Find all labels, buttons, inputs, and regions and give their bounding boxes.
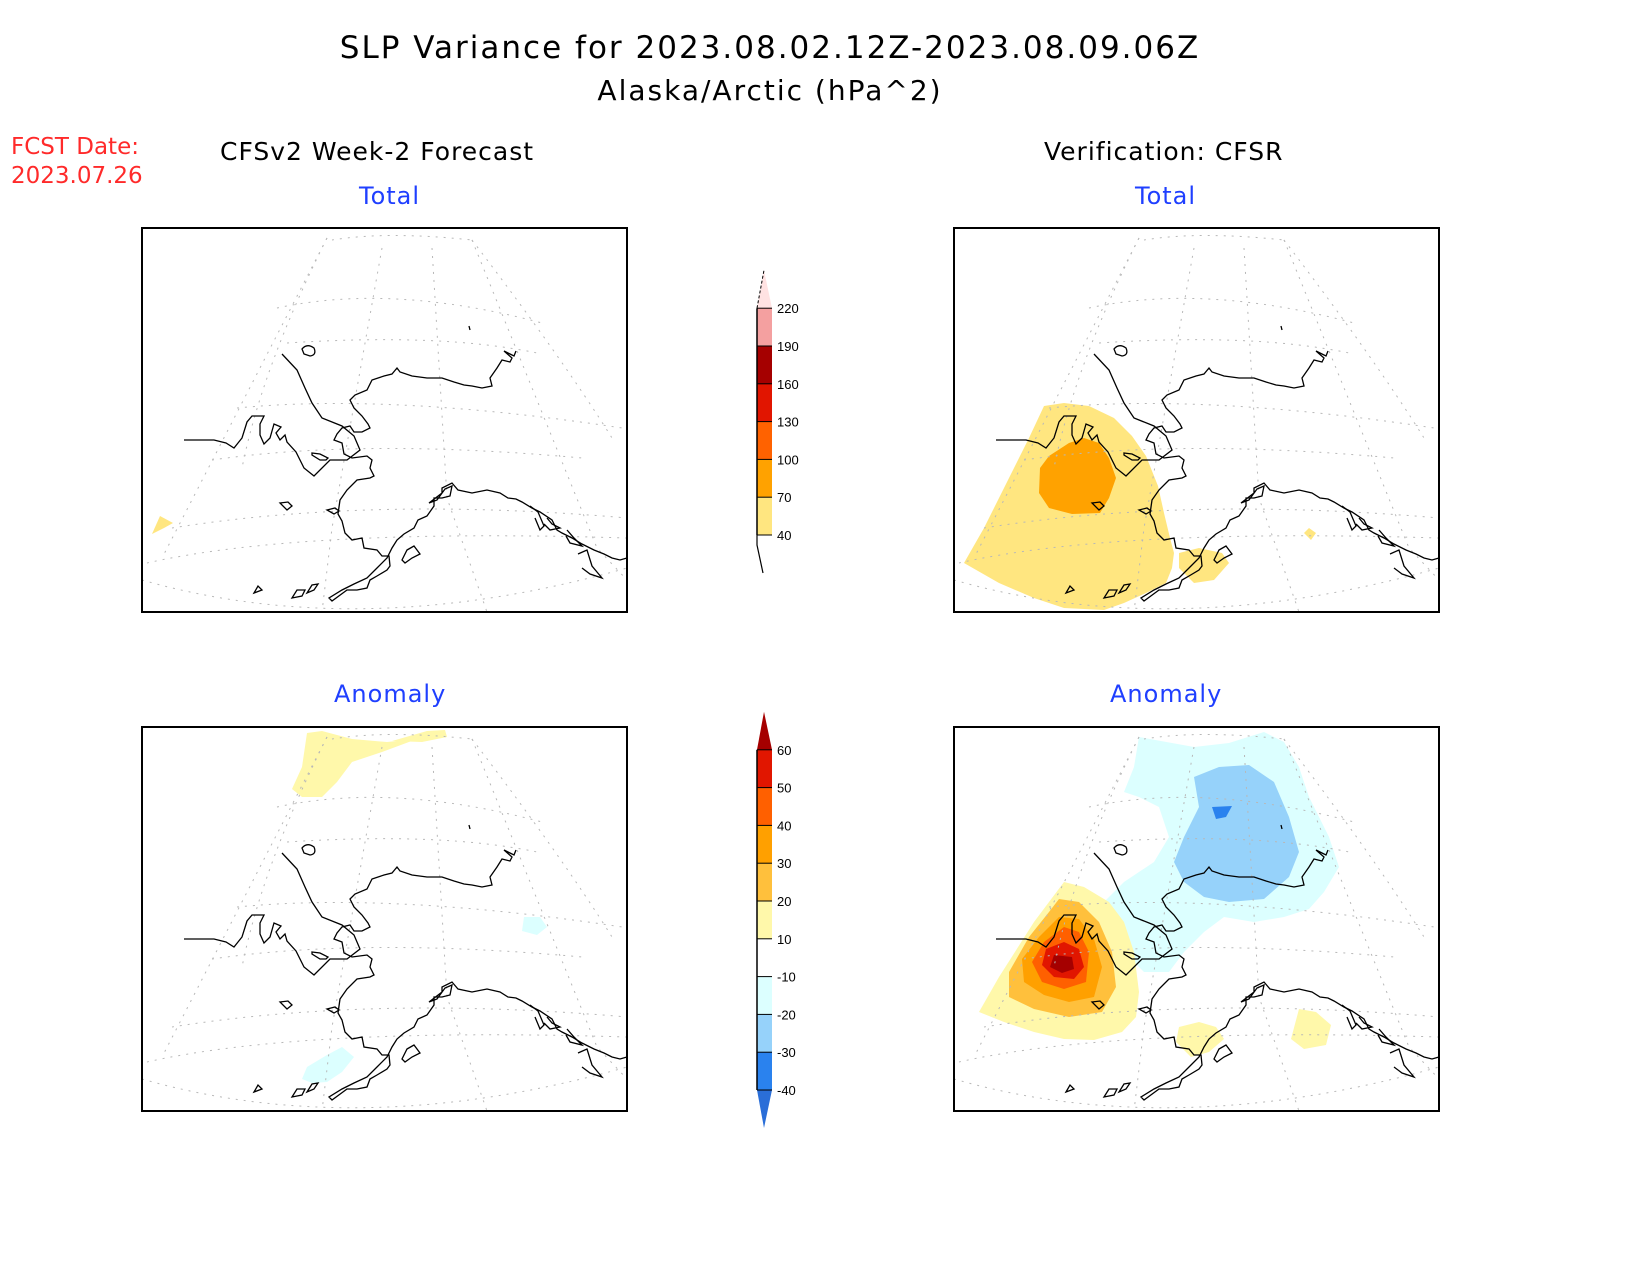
colorbar-tick-label: 130	[777, 415, 799, 430]
panel-title-forecast-anomaly: Anomaly	[334, 680, 447, 708]
contour-fill-60-plus	[1050, 955, 1074, 973]
contour-fill-40-70	[152, 516, 173, 534]
panel-title-verification-total: Total	[1135, 182, 1197, 210]
panel-frame	[141, 726, 628, 1112]
colorbar-anomaly: -40 -30 -20 -10 10 20 30 40 50 60	[756, 711, 796, 1128]
colorbar-triangle-top	[757, 711, 772, 750]
panel-title-forecast-total: Total	[359, 182, 421, 210]
colorbar-segment	[757, 1052, 772, 1090]
figure-subtitle: Alaska/Arctic (hPa^2)	[597, 74, 943, 107]
colorbar-tick-label: -40	[777, 1083, 796, 1098]
colorbar-tick-label: -20	[777, 1007, 796, 1022]
colorbar-segment	[757, 346, 772, 384]
colorbar-tick-label: 60	[777, 743, 791, 758]
contour-fill-10-20	[292, 731, 417, 797]
colorbar-segment	[757, 901, 772, 939]
panel-background	[142, 228, 627, 612]
contour-fill-70-100	[1039, 438, 1116, 514]
contour-fill-40-70	[1304, 528, 1316, 540]
colorbar-tick-label: 100	[777, 452, 799, 467]
colorbar-triangle-bottom	[757, 1090, 772, 1128]
map-panel-forecast-total	[141, 227, 628, 613]
panel-frame	[953, 726, 1440, 1112]
panel-frame	[953, 227, 1440, 613]
colorbar-tick-label: 190	[777, 339, 799, 354]
colorbar-tail-bottom	[756, 535, 764, 574]
contour-fill-neg30-neg20	[1174, 765, 1299, 902]
colorbar-tick-label: 40	[777, 528, 791, 543]
colorbar-segment	[757, 976, 772, 1015]
colorbar-tick-label: 70	[777, 490, 791, 505]
colorbar-tick-label: 40	[777, 818, 791, 833]
colorbar-segment	[757, 459, 772, 498]
contour-fill-neg40-neg30	[1212, 806, 1232, 819]
colorbar-total: 40 70 100 130 160 190 220	[756, 270, 799, 574]
fcst-date-label: FCST Date:	[11, 134, 139, 160]
colorbar-tick-label: 220	[777, 301, 799, 316]
fcst-date-block: FCST Date: 2023.07.26	[11, 133, 143, 191]
column-heading-verification: Verification: CFSR	[1044, 137, 1284, 166]
fcst-date-value: 2023.07.26	[11, 163, 143, 189]
colorbar-tick-label: 10	[777, 932, 791, 947]
colorbar-outline	[756, 270, 765, 309]
colorbar-segment	[757, 938, 772, 977]
colorbar-segment	[757, 863, 772, 901]
figure-title: SLP Variance for 2023.08.02.12Z-2023.08.…	[339, 30, 1201, 66]
map-panel-verification-total	[953, 227, 1440, 613]
contour-fill-neg20-neg10	[522, 917, 547, 935]
panel-background	[142, 727, 627, 1111]
colorbar-tick-label: -30	[777, 1045, 796, 1060]
colorbar-segment	[757, 383, 772, 422]
contour-fill-neg20-neg10	[302, 1047, 354, 1083]
colorbar-triangle-top	[757, 270, 772, 309]
colorbar-tick-label: -10	[777, 970, 796, 985]
colorbar-tick-label: 30	[777, 856, 791, 871]
colorbar-tick-label: 50	[777, 781, 791, 796]
colorbar-segment	[757, 497, 772, 535]
colorbar-tick-label: 160	[777, 377, 799, 392]
colorbar-segment	[757, 1014, 772, 1053]
panel-title-verification-anomaly: Anomaly	[1110, 680, 1223, 708]
colorbar-segment	[757, 421, 772, 460]
column-heading-forecast: CFSv2 Week-2 Forecast	[220, 137, 535, 166]
colorbar-segment	[757, 787, 772, 826]
map-panel-verification-anomaly	[953, 726, 1440, 1112]
panel-frame	[141, 227, 628, 613]
contour-fill-10-20	[1291, 1009, 1331, 1049]
contour-fill-10-20	[392, 730, 447, 742]
colorbar-tick-label: 20	[777, 894, 791, 909]
colorbar-segment	[757, 308, 772, 346]
colorbar-segment	[757, 749, 772, 788]
map-panel-forecast-anomaly	[141, 726, 628, 1112]
colorbar-segment	[757, 825, 772, 864]
